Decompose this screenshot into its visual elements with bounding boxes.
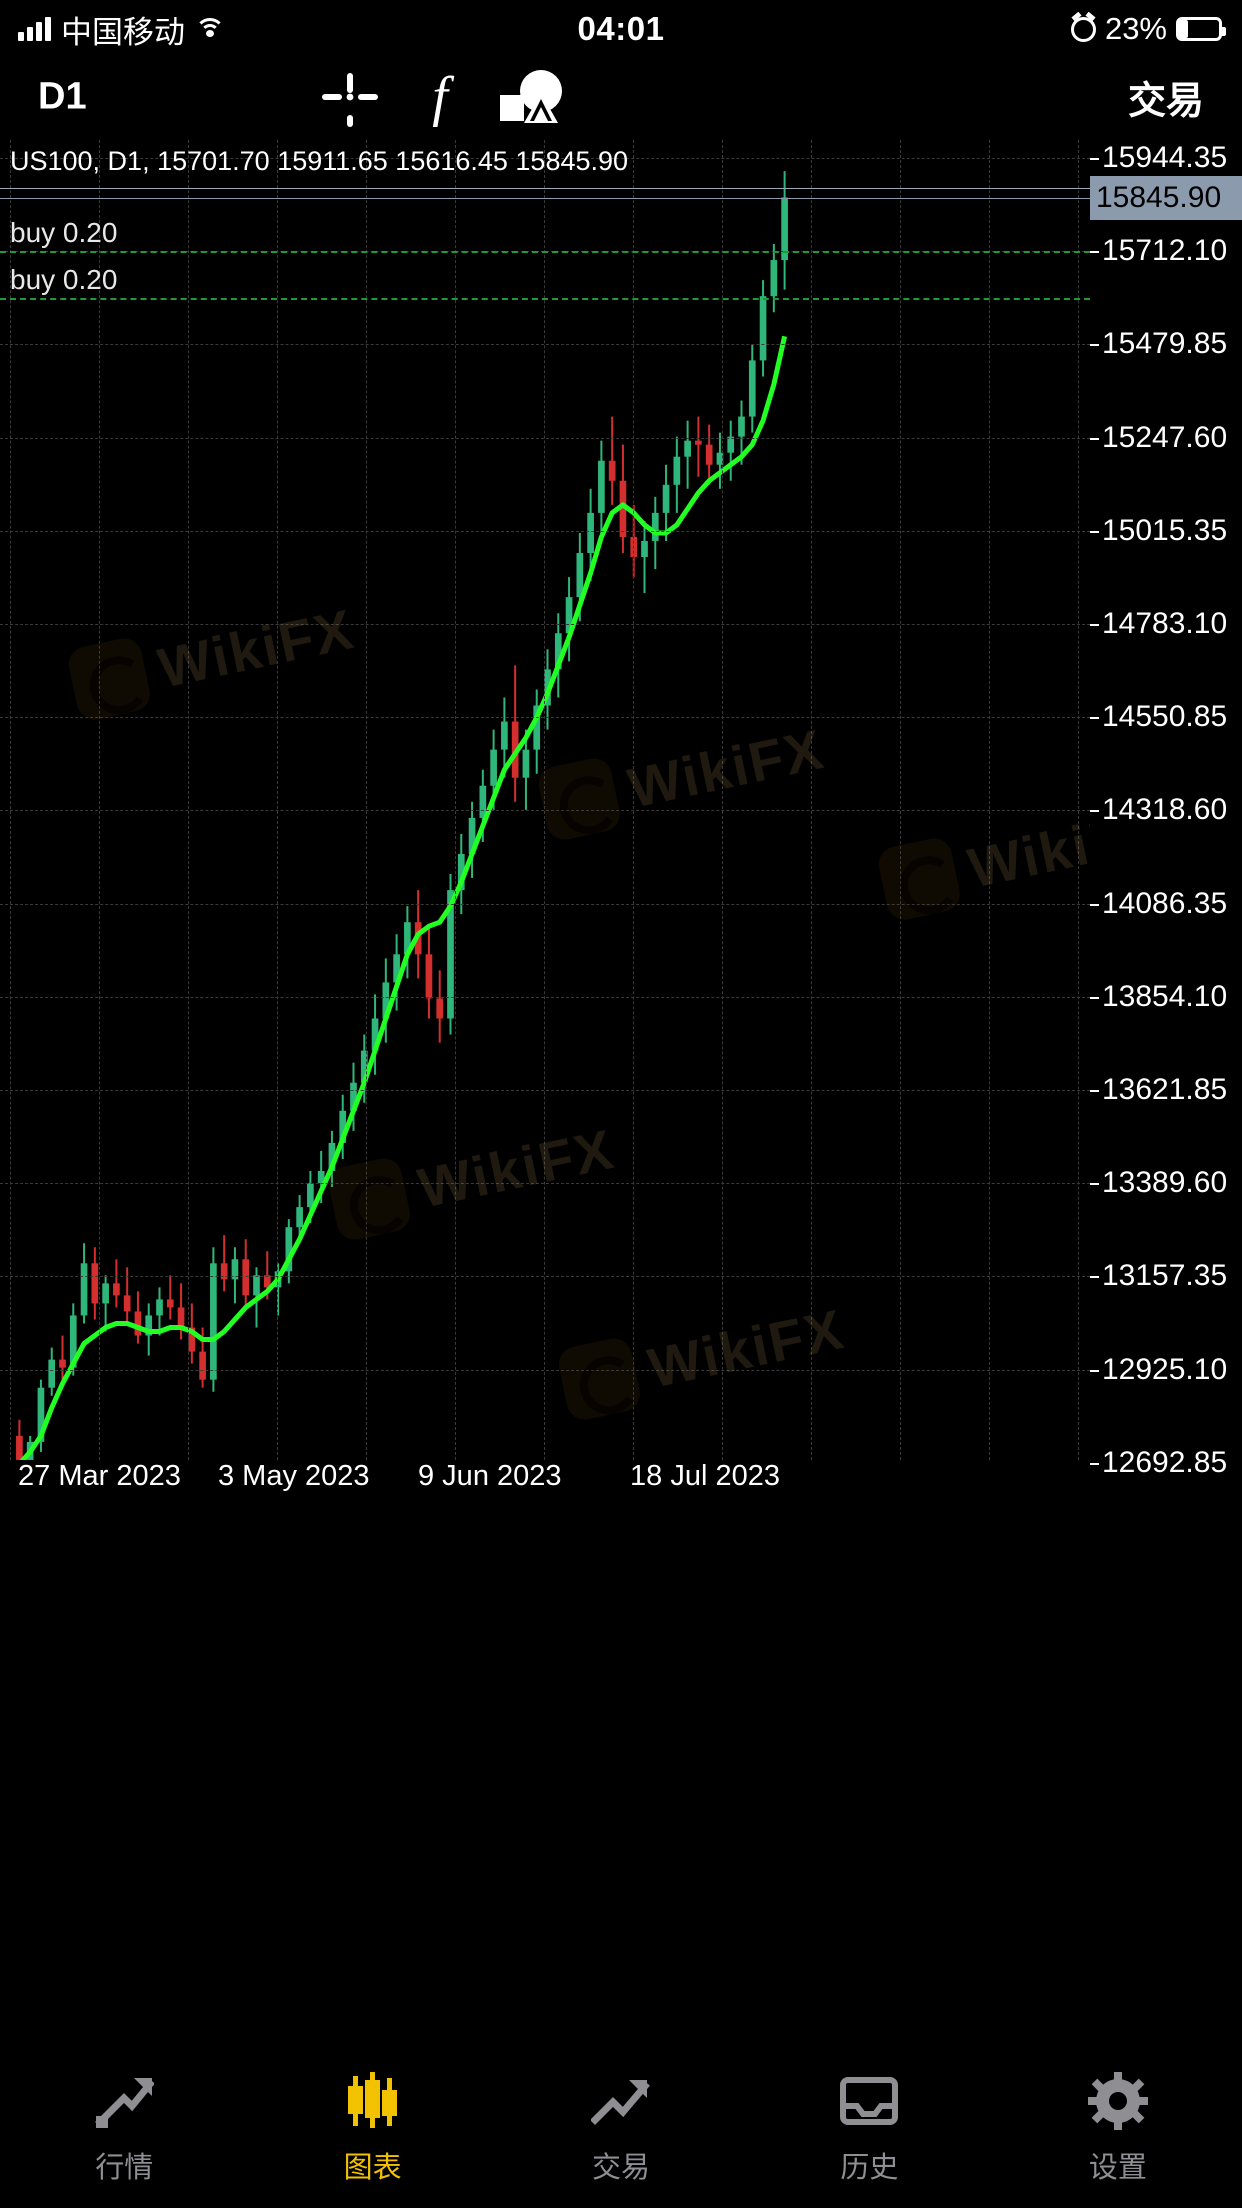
carrier-label: 中国移动 bbox=[61, 14, 185, 50]
price-tick: 15015.35 bbox=[1089, 513, 1228, 547]
grid-line-vertical bbox=[811, 140, 812, 1460]
order-label[interactable]: buy 0.20 bbox=[10, 264, 118, 296]
grid-line-horizontal bbox=[0, 158, 1090, 159]
grid-line-vertical bbox=[544, 140, 545, 1460]
last-price-badge: 15845.90 bbox=[1090, 175, 1242, 220]
price-tick: 13389.60 bbox=[1089, 1166, 1228, 1200]
price-scale[interactable]: 15944.35 15712.10 15479.85 15247.60 15015.35… bbox=[1089, 140, 1242, 1479]
grid-line-vertical bbox=[366, 140, 367, 1460]
last-price-line bbox=[0, 197, 1090, 199]
grid-line-horizontal bbox=[0, 1369, 1090, 1371]
price-tick: 13854.10 bbox=[1089, 979, 1228, 1013]
price-tick: 13157.35 bbox=[1089, 1259, 1228, 1293]
gear-icon bbox=[1087, 2070, 1148, 2132]
wifi-icon bbox=[195, 18, 225, 40]
grid-line-vertical bbox=[99, 140, 100, 1460]
grid-line-vertical bbox=[633, 140, 634, 1460]
nav-item-settings[interactable]: 设置 bbox=[994, 2070, 1242, 2186]
grid-line-horizontal bbox=[0, 903, 1090, 905]
grid-line-horizontal bbox=[0, 624, 1090, 625]
status-bar-clock: 04:01 bbox=[577, 10, 665, 47]
grid-line-horizontal bbox=[0, 810, 1090, 812]
trade-button[interactable]: 交易 bbox=[1127, 80, 1204, 123]
quotes-arrow-icon bbox=[94, 2070, 155, 2132]
status-bar-right: 23% bbox=[1070, 11, 1226, 47]
order-line[interactable] bbox=[0, 251, 1090, 254]
price-tick: 14318.60 bbox=[1089, 793, 1228, 827]
grid-line-vertical bbox=[188, 140, 189, 1460]
status-bar-left: 中国移动 bbox=[18, 7, 225, 52]
price-tick: 14783.10 bbox=[1089, 607, 1228, 640]
time-tick: 18 Jul 2023 bbox=[630, 1460, 780, 1492]
price-tick: 15712.10 bbox=[1089, 234, 1228, 268]
nav-item-quotes[interactable]: 行情 bbox=[0, 2070, 248, 2186]
indicator-f-icon[interactable]: f bbox=[410, 65, 474, 129]
price-tick: 14086.35 bbox=[1089, 886, 1228, 920]
nav-label-trade: 交易 bbox=[592, 2152, 651, 2184]
time-tick: 3 May 2023 bbox=[218, 1460, 370, 1492]
grid-line-vertical bbox=[10, 140, 11, 1460]
timeframe-button[interactable]: D1 bbox=[38, 75, 87, 118]
chart-info-line: US100, D1, 15701.70 15911.65 15616.45 15… bbox=[10, 146, 629, 176]
nav-label-history: 历史 bbox=[840, 2152, 899, 2184]
history-inbox-icon bbox=[839, 2070, 899, 2132]
crosshair-icon[interactable] bbox=[318, 65, 382, 129]
candlestick-chart-icon bbox=[343, 2070, 403, 2132]
battery-icon bbox=[1176, 17, 1226, 41]
time-tick: 27 Mar 2023 bbox=[18, 1460, 181, 1492]
grid-line-horizontal bbox=[0, 717, 1090, 719]
chart-plot[interactable]: WikiFXWikiFXWikiFXWikiFXWikiFXWikiFX US1… bbox=[0, 140, 1090, 1460]
price-tick: 14550.85 bbox=[1089, 700, 1228, 734]
nav-label-quotes: 行情 bbox=[95, 2152, 154, 2184]
grid-line-vertical bbox=[900, 140, 901, 1460]
grid-line-horizontal bbox=[0, 1090, 1090, 1091]
nav-label-charts: 图表 bbox=[343, 2152, 402, 2184]
grid-line-horizontal bbox=[0, 437, 1090, 439]
status-bar: 中国移动 04:01 23% bbox=[0, 0, 1242, 58]
price-tick: 15479.85 bbox=[1089, 327, 1228, 361]
nav-item-trade[interactable]: 交易 bbox=[497, 2070, 745, 2186]
order-label[interactable]: buy 0.20 bbox=[10, 217, 118, 249]
price-tick: 15247.60 bbox=[1089, 420, 1228, 454]
grid-line-vertical bbox=[989, 140, 990, 1460]
nav-label-settings: 设置 bbox=[1088, 2152, 1147, 2184]
candlestick-series bbox=[16, 171, 788, 1460]
grid-line-horizontal bbox=[0, 1183, 1090, 1185]
grid-line-horizontal bbox=[0, 344, 1090, 346]
price-tick: 13621.85 bbox=[1089, 1073, 1228, 1106]
price-tick: 12692.85 bbox=[1089, 1445, 1228, 1479]
chart-header-separator bbox=[0, 188, 1090, 189]
grid-line-horizontal bbox=[0, 530, 1090, 532]
nav-item-charts[interactable]: 图表 bbox=[248, 2070, 496, 2186]
nav-item-history[interactable]: 历史 bbox=[745, 2070, 993, 2186]
grid-line-vertical bbox=[455, 140, 456, 1460]
grid-line-horizontal bbox=[0, 1276, 1090, 1278]
grid-line-vertical bbox=[722, 140, 723, 1460]
battery-percent-label: 23% bbox=[1104, 11, 1167, 46]
svg-text:f: f bbox=[432, 66, 455, 128]
grid-line-horizontal bbox=[0, 996, 1090, 998]
price-tick: 12925.10 bbox=[1089, 1352, 1228, 1386]
bottom-navigation: 行情 图表 交易 bbox=[0, 2048, 1242, 2208]
price-tick: 15944.35 bbox=[1089, 141, 1228, 174]
objects-icon[interactable] bbox=[496, 65, 566, 129]
trade-arrow-icon bbox=[591, 2070, 651, 2132]
time-axis: 27 Mar 2023 3 May 2023 9 Jun 2023 18 Jul 20… bbox=[0, 1460, 1242, 1516]
order-line[interactable] bbox=[0, 298, 1090, 301]
alarm-icon bbox=[1070, 16, 1096, 42]
time-tick: 9 Jun 2023 bbox=[418, 1460, 562, 1492]
grid-line-vertical bbox=[277, 140, 278, 1460]
grid-line-vertical bbox=[1078, 140, 1079, 1460]
chart-toolbar: D1 f 交易 bbox=[0, 58, 1242, 136]
signal-bars-icon bbox=[18, 17, 51, 41]
chart-area[interactable]: WikiFXWikiFXWikiFXWikiFXWikiFXWikiFX US1… bbox=[0, 140, 1242, 1479]
